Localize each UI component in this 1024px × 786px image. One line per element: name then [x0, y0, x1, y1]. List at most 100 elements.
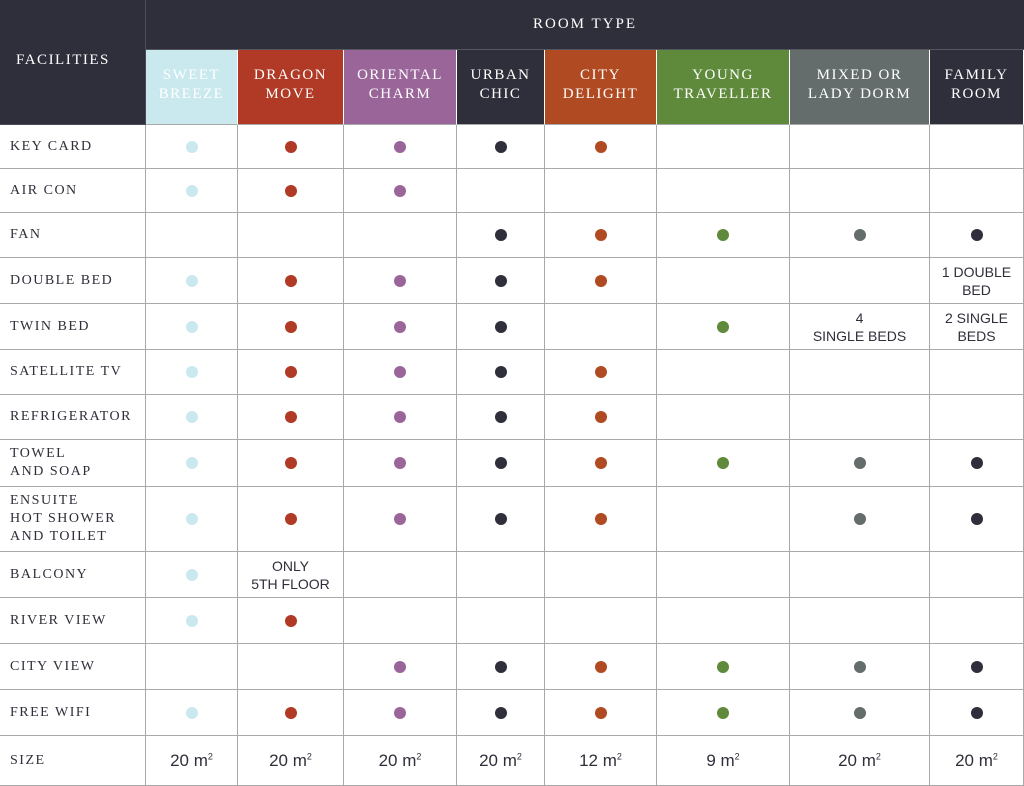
- size-cell: 20 m2: [344, 736, 457, 786]
- availability-dot-icon: [394, 457, 406, 469]
- availability-dot-icon: [284, 366, 297, 378]
- availability-dot-icon: [853, 229, 866, 241]
- table-cell: [457, 304, 545, 350]
- room-header-sweet-breeze: SWEET BREEZE: [146, 50, 238, 125]
- table-cell: [657, 213, 790, 258]
- table-cell: [146, 598, 238, 644]
- table-cell: [657, 125, 790, 169]
- availability-dot-icon: [594, 140, 607, 153]
- availability-dot-icon: [185, 513, 198, 525]
- table-cell: [790, 395, 930, 440]
- availability-dot-icon: [494, 660, 507, 673]
- availability-dot-icon: [284, 706, 297, 719]
- cell-note: 1 DOUBLE BED: [941, 263, 1012, 298]
- table-cell: [344, 552, 457, 598]
- size-number: 20 m: [838, 750, 876, 770]
- table-cell: [545, 552, 657, 598]
- availability-dot-icon: [185, 614, 198, 627]
- table-cell: [457, 690, 545, 736]
- table-cell: [930, 552, 1024, 598]
- facility-label-fan: FAN: [0, 213, 146, 258]
- availability-dot-icon: [594, 366, 607, 378]
- room-header-mixed-or-lady-dorm: MIXED OR LADY DORM: [790, 50, 930, 125]
- size-cell: 20 m2: [930, 736, 1024, 786]
- size-cell: 20 m2: [238, 736, 344, 786]
- table-cell: [344, 304, 457, 350]
- availability-dot-icon: [970, 513, 983, 525]
- cell-note: 2 SINGLE BEDS: [944, 309, 1009, 344]
- availability-dot-icon: [853, 513, 866, 525]
- availability-dot-icon: [970, 706, 983, 719]
- table-cell: [657, 487, 790, 552]
- size-value: 20 m2: [479, 751, 522, 771]
- table-cell: [790, 690, 930, 736]
- availability-dot-icon: [717, 660, 729, 673]
- table-cell: [657, 350, 790, 395]
- room-type-header: ROOM TYPE: [146, 0, 1024, 50]
- availability-dot-icon: [185, 184, 198, 197]
- table-cell: [930, 690, 1024, 736]
- availability-dot-icon: [494, 706, 507, 719]
- table-cell: [545, 690, 657, 736]
- size-number: 20 m: [479, 750, 517, 770]
- availability-dot-icon: [284, 320, 297, 333]
- table-cell: [545, 258, 657, 304]
- availability-dot-icon: [284, 184, 297, 197]
- table-cell: [457, 644, 545, 690]
- table-cell: [545, 598, 657, 644]
- table-cell: [146, 213, 238, 258]
- table-cell: [657, 598, 790, 644]
- table-cell: [344, 395, 457, 440]
- facility-label-city-view: CITY VIEW: [0, 644, 146, 690]
- table-cell: [930, 169, 1024, 213]
- availability-dot-icon: [853, 706, 866, 719]
- facility-label-double-bed: DOUBLE BED: [0, 258, 146, 304]
- table-cell: [457, 487, 545, 552]
- facility-label-key-card: KEY CARD: [0, 125, 146, 169]
- table-cell: [146, 125, 238, 169]
- table-cell: ONLY 5TH FLOOR: [238, 552, 344, 598]
- size-unit-superscript: 2: [306, 750, 312, 761]
- table-cell: [146, 690, 238, 736]
- table-cell: [657, 169, 790, 213]
- table-cell: [238, 598, 344, 644]
- availability-dot-icon: [594, 229, 607, 241]
- facility-label-twin-bed: TWIN BED: [0, 304, 146, 350]
- size-unit-superscript: 2: [207, 750, 213, 761]
- availability-dot-icon: [494, 274, 507, 287]
- table-cell: [238, 350, 344, 395]
- facility-label-ensuite-hot-shower-and-toilet: ENSUITE HOT SHOWER AND TOILET: [0, 487, 146, 552]
- table-cell: [545, 350, 657, 395]
- availability-dot-icon: [717, 457, 729, 469]
- table-cell: [790, 213, 930, 258]
- size-unit-superscript: 2: [992, 750, 998, 761]
- availability-dot-icon: [185, 366, 198, 378]
- table-cell: [457, 395, 545, 440]
- table-cell: [457, 125, 545, 169]
- table-cell: [238, 644, 344, 690]
- size-value: 20 m2: [379, 751, 422, 771]
- table-cell: [238, 213, 344, 258]
- size-cell: 20 m2: [457, 736, 545, 786]
- room-header-city-delight: CITY DELIGHT: [545, 50, 657, 125]
- availability-dot-icon: [284, 513, 297, 525]
- table-cell: [344, 213, 457, 258]
- availability-dot-icon: [394, 274, 406, 287]
- size-number: 9 m: [706, 750, 735, 770]
- table-cell: [790, 125, 930, 169]
- table-cell: 1 DOUBLE BED: [930, 258, 1024, 304]
- table-cell: [146, 552, 238, 598]
- size-value: 20 m2: [269, 751, 312, 771]
- availability-dot-icon: [717, 229, 729, 241]
- table-cell: [457, 169, 545, 213]
- table-cell: [790, 169, 930, 213]
- size-unit-superscript: 2: [616, 750, 622, 761]
- availability-dot-icon: [185, 320, 198, 333]
- availability-dot-icon: [594, 274, 607, 287]
- table-cell: [457, 213, 545, 258]
- table-cell: [790, 487, 930, 552]
- table-cell: [344, 487, 457, 552]
- facility-label-balcony: BALCONY: [0, 552, 146, 598]
- room-header-oriental-charm: ORIENTAL CHARM: [344, 50, 457, 125]
